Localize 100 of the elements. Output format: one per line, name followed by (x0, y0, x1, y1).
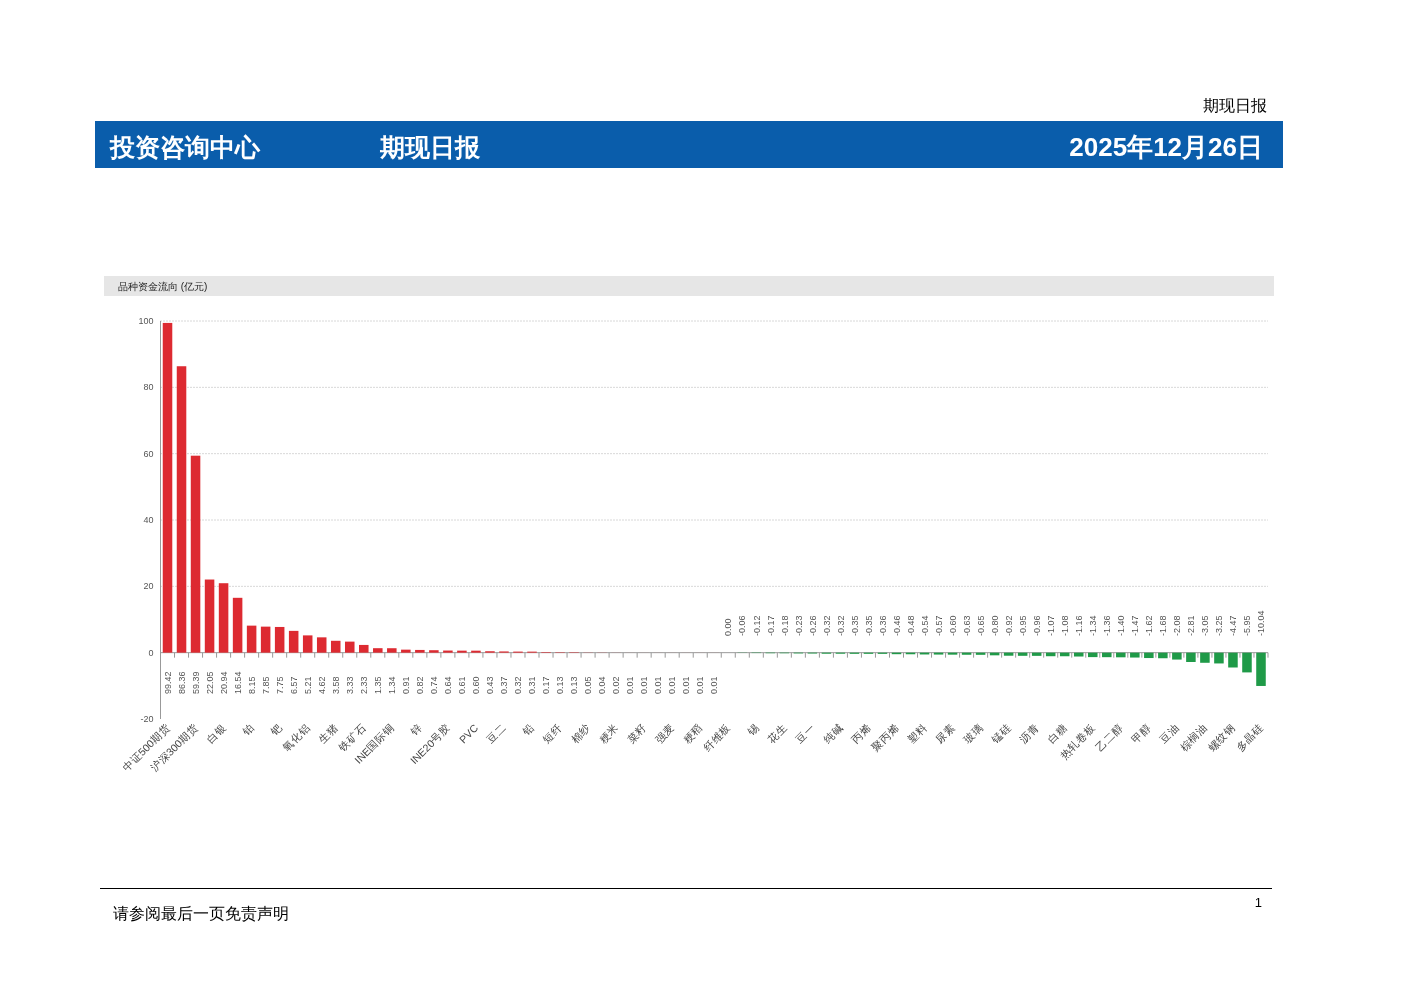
text: 期现日报 (379, 133, 481, 161)
bar (190, 455, 201, 653)
y-tick-label: -20 (140, 714, 154, 724)
bar (1073, 652, 1084, 657)
data-label: -0.35 (849, 615, 860, 636)
text: 期现日报 (1203, 97, 1267, 114)
bar (316, 637, 327, 653)
data-label: 99.42 (162, 671, 173, 694)
bar (457, 650, 467, 653)
data-label: -10.04 (1256, 610, 1267, 636)
x-tick-label: 豆一 (792, 721, 817, 746)
bar (1158, 652, 1168, 659)
x-tick-label: 棉纱 (568, 721, 593, 746)
x-tick-label: 菜籽 (624, 721, 649, 746)
data-label: -1.47 (1130, 615, 1141, 636)
y-tick-label: 80 (143, 382, 154, 393)
data-label: 0.01 (709, 676, 720, 694)
bar (1130, 652, 1140, 658)
data-label: -0.06 (737, 615, 748, 636)
data-label: 22.05 (204, 671, 215, 694)
x-tick-label: 豆二 (484, 721, 509, 746)
bar (1242, 652, 1252, 673)
data-label: 2.33 (358, 676, 369, 694)
x-tick-label: 甲醇 (1129, 721, 1154, 746)
data-label: -0.60 (947, 615, 958, 636)
x-tick-label: 沥青 (1017, 721, 1042, 746)
data-label: -1.34 (1087, 615, 1098, 636)
data-label: 0.17 (541, 676, 552, 694)
data-label: 0.00 (723, 618, 734, 636)
bar (443, 650, 453, 653)
y-tick-label: 0 (148, 647, 154, 658)
x-tick-label: 铅 (519, 721, 537, 739)
data-label: 0.01 (681, 676, 692, 694)
x-tick-label: 粳米 (596, 721, 621, 746)
bar (1186, 652, 1196, 662)
data-label: -0.63 (961, 615, 972, 636)
data-label: 0.01 (639, 676, 650, 694)
x-tick-label: 强麦 (652, 721, 677, 746)
data-label: -0.23 (793, 615, 804, 636)
bar (1144, 652, 1154, 659)
data-label: 0.13 (555, 676, 566, 694)
data-label: -1.40 (1116, 615, 1126, 636)
data-label: -0.35 (863, 615, 874, 636)
y-tick-label: 60 (143, 448, 154, 459)
data-label: 3.58 (330, 676, 341, 694)
bar (1031, 652, 1042, 656)
bar (232, 597, 243, 653)
data-label: -1.68 (1158, 615, 1169, 636)
bar (288, 630, 299, 653)
data-label: -0.12 (751, 615, 762, 636)
data-label: -0.32 (835, 615, 846, 636)
data-label: -0.80 (989, 615, 1000, 636)
data-label: -1.62 (1144, 615, 1155, 636)
data-label: 86.36 (176, 671, 187, 694)
data-label: -0.26 (807, 615, 818, 636)
data-label: 0.31 (527, 676, 538, 694)
data-label: 0.13 (569, 676, 580, 694)
data-label: 8.15 (246, 676, 257, 694)
data-label: -1.07 (1045, 615, 1056, 636)
bar (1088, 652, 1098, 658)
data-label: 0.01 (695, 676, 706, 694)
data-label: -3.05 (1200, 615, 1211, 636)
data-label: 1.35 (372, 676, 383, 694)
data-label: 0.64 (443, 676, 454, 694)
bar (330, 640, 341, 653)
data-label: 59.39 (190, 671, 201, 694)
data-label: -1.16 (1073, 615, 1084, 636)
data-label: -5.95 (1242, 615, 1253, 636)
bar (373, 648, 383, 653)
y-tick-label: 40 (143, 515, 154, 525)
bar (246, 625, 257, 653)
bar (1017, 652, 1028, 656)
bar (1214, 652, 1224, 664)
bar (162, 322, 173, 653)
x-tick-label: 锌 (407, 721, 425, 739)
x-tick-label: 短纤 (540, 721, 565, 746)
data-label: 3.33 (344, 676, 355, 694)
data-label: -0.18 (779, 615, 790, 636)
bar (1003, 652, 1014, 656)
y-tick-label: 20 (143, 581, 154, 592)
bar (429, 650, 439, 653)
bar (401, 649, 411, 653)
bar (1172, 652, 1182, 660)
x-tick-label: 白银 (203, 721, 228, 746)
data-label: 20.94 (218, 671, 229, 694)
data-label: -2.08 (1172, 615, 1183, 636)
data-label: -1.08 (1059, 615, 1070, 636)
y-tick-label: 100 (138, 316, 154, 326)
bar (218, 583, 229, 653)
bar (1200, 652, 1210, 663)
x-tick-label: 花生 (764, 721, 789, 746)
bar (1116, 652, 1126, 658)
data-label: 0.05 (583, 676, 594, 694)
data-label: -0.92 (1003, 615, 1014, 636)
x-tick-label: 塑料 (904, 721, 929, 746)
data-label: 0.01 (653, 676, 664, 694)
bar (387, 648, 397, 653)
x-tick-label: 锡 (743, 721, 761, 739)
bar (274, 626, 285, 653)
text: 请参阅最后一页免责声明 (113, 905, 289, 922)
